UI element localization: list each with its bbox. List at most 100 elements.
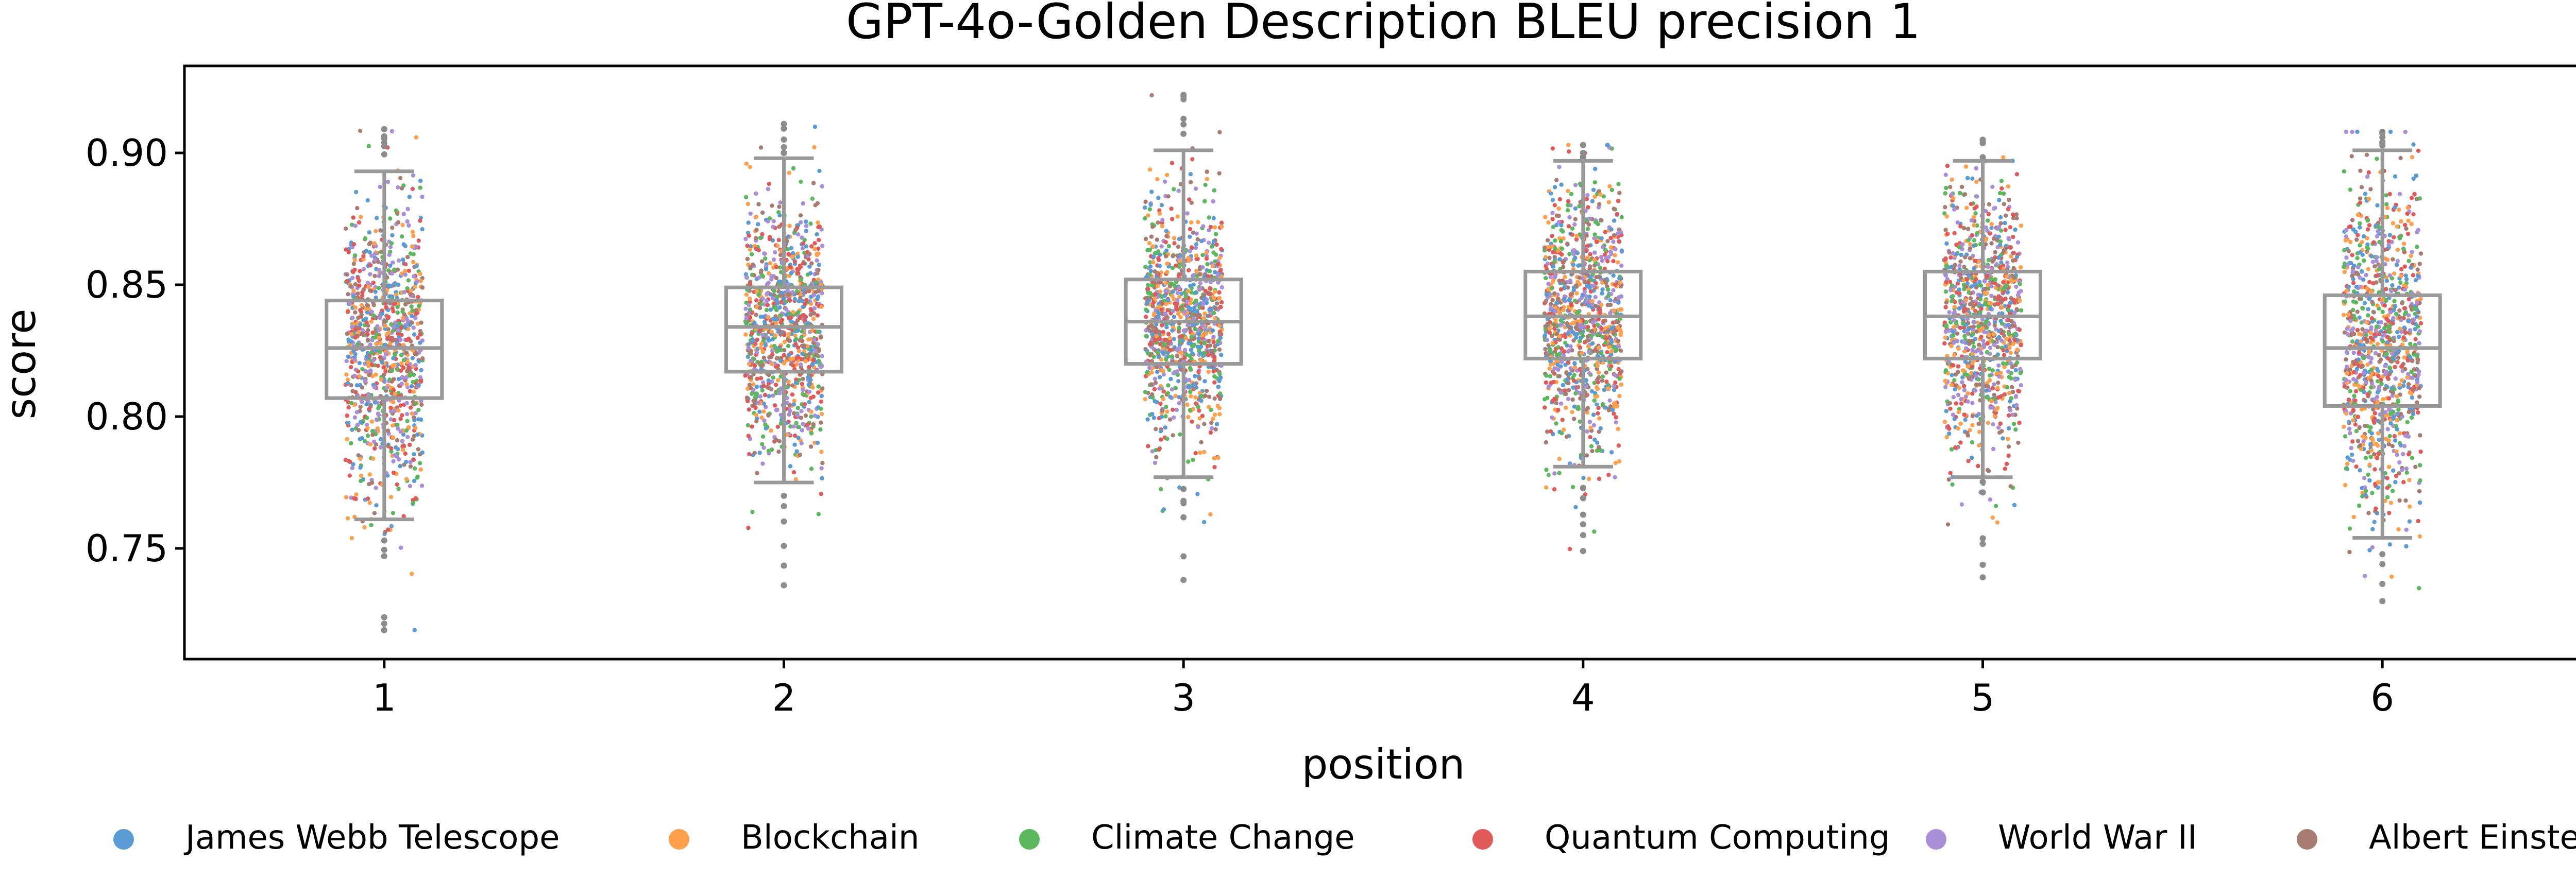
strip-point — [2003, 246, 2008, 251]
strip-point — [1988, 405, 1993, 410]
strip-point — [1583, 280, 1587, 285]
strip-point — [1550, 211, 1555, 215]
strip-point — [803, 359, 808, 364]
strip-point — [358, 404, 363, 409]
strip-point — [1605, 259, 1610, 264]
strip-point — [1617, 393, 1622, 399]
strip-point — [1201, 224, 1206, 229]
strip-point — [1959, 397, 1963, 402]
strip-point — [1172, 187, 1176, 192]
strip-point — [1143, 216, 1147, 221]
strip-point — [2001, 361, 2006, 366]
strip-point — [1550, 217, 1555, 221]
strip-point — [802, 250, 807, 255]
strip-point — [412, 452, 416, 457]
strip-point — [1595, 239, 1599, 245]
strip-point — [1616, 231, 1620, 236]
strip-point — [2010, 389, 2015, 394]
strip-point — [809, 414, 814, 419]
strip-point — [2010, 323, 2015, 328]
strip-point — [769, 428, 773, 433]
strip-point — [1617, 276, 1622, 281]
strip-point — [350, 222, 354, 227]
strip-point — [1151, 244, 1156, 249]
strip-point — [1586, 303, 1591, 308]
strip-point — [378, 437, 383, 442]
strip-point — [345, 516, 350, 521]
strip-point — [1984, 236, 1989, 241]
strip-point — [356, 428, 361, 433]
strip-point — [1215, 273, 1220, 278]
strip-point — [410, 356, 415, 360]
strip-point — [353, 496, 358, 502]
strip-point — [1559, 223, 1564, 228]
strip-point — [1207, 215, 1211, 220]
strip-point — [807, 400, 811, 405]
strip-point — [1592, 236, 1597, 240]
strip-point — [1171, 254, 1175, 258]
strip-point — [1543, 347, 1548, 352]
strip-point — [1567, 325, 1572, 331]
strip-point — [2018, 299, 2022, 303]
strip-point — [820, 354, 824, 358]
strip-point — [1566, 331, 1570, 336]
strip-point — [1574, 283, 1579, 288]
strip-point — [1551, 379, 1556, 384]
strip-point — [754, 191, 758, 196]
strip-point — [1989, 301, 1993, 306]
strip-point — [1208, 307, 1213, 313]
strip-point — [1991, 332, 1996, 336]
strip-point — [1163, 254, 1168, 258]
strip-point — [399, 361, 404, 366]
strip-point — [1547, 366, 1552, 371]
strip-point — [2001, 155, 2006, 160]
strip-point — [1147, 241, 1152, 246]
strip-point — [1217, 171, 1222, 176]
outlier-point — [1580, 532, 1586, 539]
strip-point — [1972, 206, 1977, 211]
strip-point — [1163, 414, 1168, 419]
strip-point — [1193, 451, 1198, 456]
strip-point — [412, 415, 416, 420]
strip-point — [1157, 329, 1161, 334]
strip-point — [1592, 232, 1597, 237]
strip-point — [1970, 413, 1975, 419]
strip-point — [1546, 287, 1551, 292]
strip-point — [1989, 241, 1994, 246]
strip-point — [366, 364, 371, 368]
strip-point — [1202, 341, 1207, 346]
strip-point — [1988, 231, 1992, 236]
strip-point — [760, 434, 766, 439]
strip-point — [398, 463, 402, 469]
strip-point — [1565, 241, 1570, 246]
strip-point — [1597, 445, 1601, 450]
strip-point — [1160, 351, 1165, 355]
strip-point — [365, 426, 370, 430]
strip-point — [1952, 304, 1957, 309]
strip-point — [2004, 274, 2009, 279]
strip-point — [1211, 340, 1216, 344]
strip-point — [768, 307, 773, 312]
strip-point — [1616, 260, 1620, 265]
strip-point — [418, 279, 423, 283]
strip-point — [775, 244, 780, 248]
strip-point — [1960, 375, 1965, 380]
strip-point — [1982, 279, 1987, 284]
strip-point — [1546, 473, 1551, 477]
strip-point — [788, 271, 793, 276]
strip-point — [1945, 522, 1951, 527]
strip-point — [1619, 215, 1624, 220]
strip-point — [1950, 383, 1954, 387]
strip-point — [363, 378, 367, 383]
strip-point — [2017, 327, 2022, 332]
strip-point — [349, 332, 354, 337]
strip-point — [774, 321, 778, 325]
strip-point — [1592, 250, 1597, 255]
strip-point — [1970, 401, 1975, 406]
strip-point — [353, 305, 358, 310]
strip-point — [385, 180, 391, 184]
strip-point — [796, 349, 802, 354]
strip-point — [1183, 294, 1188, 299]
strip-point — [754, 289, 759, 294]
strip-point — [775, 295, 779, 299]
